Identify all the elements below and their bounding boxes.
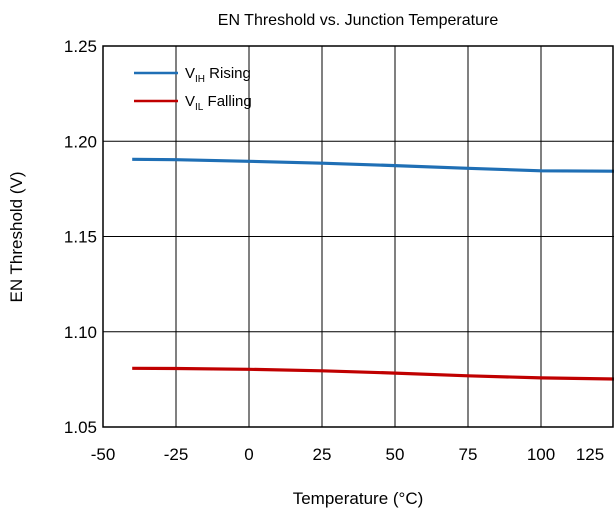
y-axis-label: EN Threshold (V) xyxy=(7,171,26,302)
x-axis-label: Temperature (°C) xyxy=(293,489,424,508)
legend-label: VIL Falling xyxy=(185,93,252,113)
x-tick-label: 25 xyxy=(313,445,332,464)
legend-label: VIH Rising xyxy=(185,65,251,85)
series-line-1 xyxy=(132,366,614,381)
x-tick-label: 0 xyxy=(244,445,253,464)
x-tick-label: 125 xyxy=(576,445,604,464)
chart-title: EN Threshold vs. Junction Temperature xyxy=(218,12,499,29)
y-tick-label: 1.15 xyxy=(64,228,97,247)
y-tick-label: 1.20 xyxy=(64,132,97,151)
x-tick-label: 100 xyxy=(527,445,555,464)
x-tick-label: -25 xyxy=(164,445,189,464)
y-tick-label: 1.05 xyxy=(64,418,97,437)
y-tick-label: 1.10 xyxy=(64,323,97,342)
grid xyxy=(103,46,614,427)
plot-frame xyxy=(102,45,614,428)
x-tick-label: 50 xyxy=(386,445,405,464)
series-layer xyxy=(132,157,614,381)
y-tick-label: 1.25 xyxy=(64,37,97,56)
tick-labels: -50 -25 0 25 50 75 100 125 1.05 1.10 1.15 1.20 1.25 xyxy=(64,37,604,464)
series-line-0 xyxy=(132,157,614,173)
x-tick-label: -50 xyxy=(91,445,116,464)
legend: VIH Rising VIL Falling xyxy=(134,65,252,113)
x-tick-label: 75 xyxy=(459,445,478,464)
